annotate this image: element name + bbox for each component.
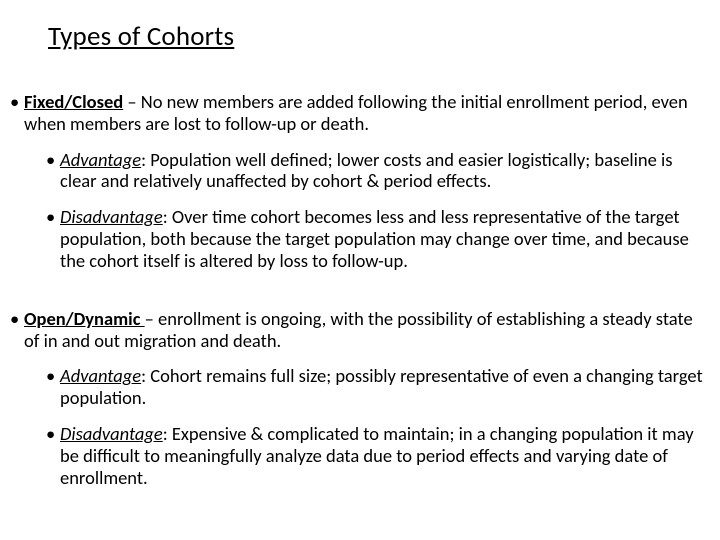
disadvantage-open: •Disadvantage: Expensive & complicated t…	[46, 423, 710, 488]
advantage-open: •Advantage: Cohort remains full size; po…	[46, 365, 710, 409]
cohort-type-label: Open/Dynamic	[24, 307, 145, 330]
bullet-icon: •	[46, 423, 60, 445]
bullet-icon: •	[46, 206, 60, 228]
cohort-type-open: •Open/Dynamic – enrollment is ongoing, w…	[10, 308, 710, 352]
bullet-icon: •	[10, 308, 24, 330]
bullet-icon: •	[46, 149, 60, 171]
cohort-type-fixed: •Fixed/Closed – No new members are added…	[10, 91, 710, 135]
advantage-label: Advantage	[60, 148, 141, 171]
advantage-label: Advantage	[60, 364, 141, 387]
cohort-type-sep: –	[145, 307, 158, 330]
bullet-icon: •	[46, 365, 60, 387]
advantage-body: : Cohort remains full size; possibly rep…	[60, 364, 703, 409]
cohort-type-sep: –	[123, 90, 141, 113]
slide-title: Types of Cohorts	[48, 20, 710, 53]
advantage-body: : Population well defined; lower costs a…	[60, 148, 672, 193]
disadvantage-fixed: •Disadvantage: Over time cohort becomes …	[46, 206, 710, 271]
cohort-type-label: Fixed/Closed	[24, 90, 123, 113]
section-divider	[10, 286, 710, 308]
advantage-fixed: •Advantage: Population well defined; low…	[46, 149, 710, 193]
bullet-icon: •	[10, 91, 24, 113]
disadvantage-label: Disadvantage	[60, 422, 163, 445]
disadvantage-label: Disadvantage	[60, 205, 163, 228]
